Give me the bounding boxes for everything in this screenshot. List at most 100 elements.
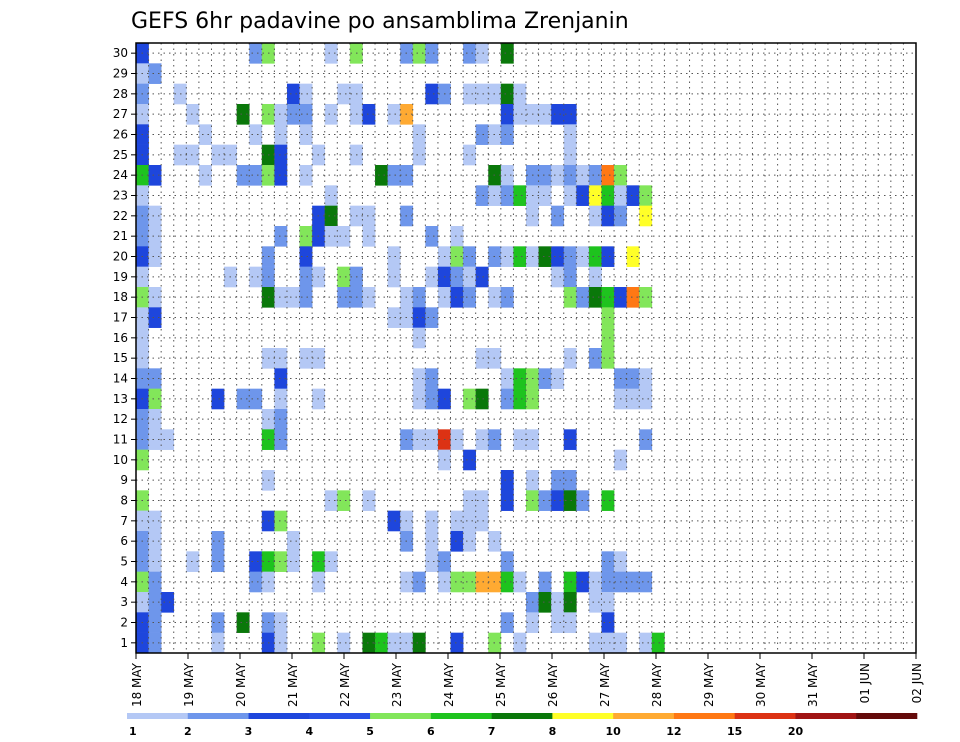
heatmap-cell	[601, 287, 615, 308]
heatmap-cell	[412, 124, 426, 145]
colorbar-label: 10	[606, 725, 622, 738]
heatmap-cell	[274, 144, 288, 166]
heatmap-cell	[601, 307, 615, 328]
heatmap-cell	[626, 287, 640, 308]
heatmap-cell	[286, 551, 300, 572]
heatmap-cell	[538, 571, 552, 593]
heatmap-cell	[425, 551, 439, 572]
colorbar-label: 2	[184, 725, 192, 738]
y-tick-label: 14	[113, 372, 128, 386]
heatmap-cell	[148, 510, 162, 532]
heatmap-cell	[412, 429, 426, 450]
x-tick-label: 20 MAY	[234, 662, 248, 707]
heatmap-cell	[551, 490, 565, 511]
heatmap-cell	[639, 287, 653, 308]
heatmap-cell	[463, 287, 476, 308]
heatmap-cell	[148, 307, 162, 328]
x-tick-label: 01 JUN	[858, 663, 872, 703]
y-tick-label: 2	[120, 616, 128, 630]
heatmap-cell	[500, 246, 514, 267]
heatmap-cell	[563, 612, 577, 633]
heatmap-cell	[148, 246, 162, 267]
heatmap-cell	[588, 205, 602, 227]
heatmap-cell	[236, 612, 250, 633]
heatmap-cell	[500, 104, 514, 125]
heatmap-cell	[387, 165, 401, 186]
x-tick-label: 02 JUN	[910, 663, 924, 703]
y-tick-label: 21	[113, 229, 128, 243]
heatmap-cell	[286, 287, 300, 308]
heatmap-cell	[463, 388, 476, 410]
heatmap-cell	[588, 165, 602, 186]
heatmap-cell	[412, 43, 426, 64]
heatmap-cell	[563, 592, 577, 613]
y-tick-label: 6	[120, 534, 128, 548]
heatmap-cell	[324, 205, 338, 227]
heatmap-cell	[500, 470, 514, 491]
x-tick-label: 24 MAY	[442, 662, 456, 707]
colorbar-label: 15	[727, 725, 742, 738]
heatmap-cell	[551, 165, 565, 186]
x-tick-label: 31 MAY	[806, 662, 820, 707]
heatmap-cell	[387, 307, 401, 328]
heatmap-cell	[588, 592, 602, 613]
heatmap-cell	[563, 266, 577, 288]
heatmap-cell	[601, 327, 615, 349]
heatmap-cell	[249, 388, 263, 410]
heatmap-cell	[639, 368, 653, 389]
heatmap-cell	[286, 531, 300, 552]
y-tick-label: 25	[113, 148, 128, 162]
y-tick-label: 12	[113, 412, 128, 426]
heatmap-cell	[186, 144, 200, 166]
colorbar-label: 6	[427, 725, 435, 738]
heatmap-cell	[651, 632, 665, 654]
heatmap-cell	[475, 83, 489, 105]
heatmap-cell	[463, 43, 476, 64]
heatmap-cell	[551, 266, 565, 288]
x-tick-label: 28 MAY	[650, 662, 664, 707]
heatmap-cell	[236, 104, 250, 125]
heatmap-cell	[148, 165, 162, 186]
heatmap-cell	[236, 388, 250, 410]
heatmap-cell	[639, 205, 653, 227]
heatmap-cell	[475, 571, 489, 593]
heatmap-cell	[563, 124, 577, 145]
plot-frame	[135, 42, 917, 654]
heatmap-cell	[299, 287, 313, 308]
y-tick-label: 8	[120, 494, 128, 508]
heatmap-cell	[626, 571, 640, 593]
heatmap-cell	[475, 510, 489, 532]
heatmap-cell	[161, 592, 175, 613]
heatmap-cell	[148, 409, 162, 430]
x-tick-label: 19 MAY	[182, 662, 196, 707]
heatmap-cell	[626, 246, 640, 267]
y-tick-label: 30	[113, 46, 128, 60]
heatmap-cell	[274, 287, 288, 308]
x-tick-label: 23 MAY	[390, 662, 404, 707]
heatmap-cell	[299, 266, 313, 288]
x-axis: 18 MAY 19 MAY 20 MAY 21 MAY 22 MAY 23 MAY 24 M…	[130, 653, 924, 707]
heatmap-cell	[538, 368, 552, 389]
heatmap-cell	[148, 429, 162, 450]
x-tick-label: 30 MAY	[754, 662, 768, 707]
heatmap-cell	[551, 612, 565, 633]
heatmap-cell	[362, 226, 376, 247]
heatmap-cell	[148, 571, 162, 593]
colorbar-swatch	[552, 713, 614, 719]
y-tick-label: 19	[113, 270, 128, 284]
heatmap-cell	[551, 104, 565, 125]
heatmap-cell	[601, 246, 615, 267]
heatmap-cell	[588, 246, 602, 267]
heatmap-cell	[639, 632, 653, 654]
heatmap-cell	[425, 388, 439, 410]
heatmap-cell	[601, 571, 615, 593]
heatmap-cell	[626, 368, 640, 389]
colorbar-swatch	[795, 713, 857, 719]
heatmap-cell	[538, 104, 552, 125]
heatmap-cell	[299, 348, 313, 369]
heatmap-cell	[500, 571, 514, 593]
heatmap-cell	[249, 551, 263, 572]
heatmap-cell	[161, 429, 175, 450]
heatmap-cell	[450, 632, 464, 654]
heatmap-cell	[299, 226, 313, 247]
